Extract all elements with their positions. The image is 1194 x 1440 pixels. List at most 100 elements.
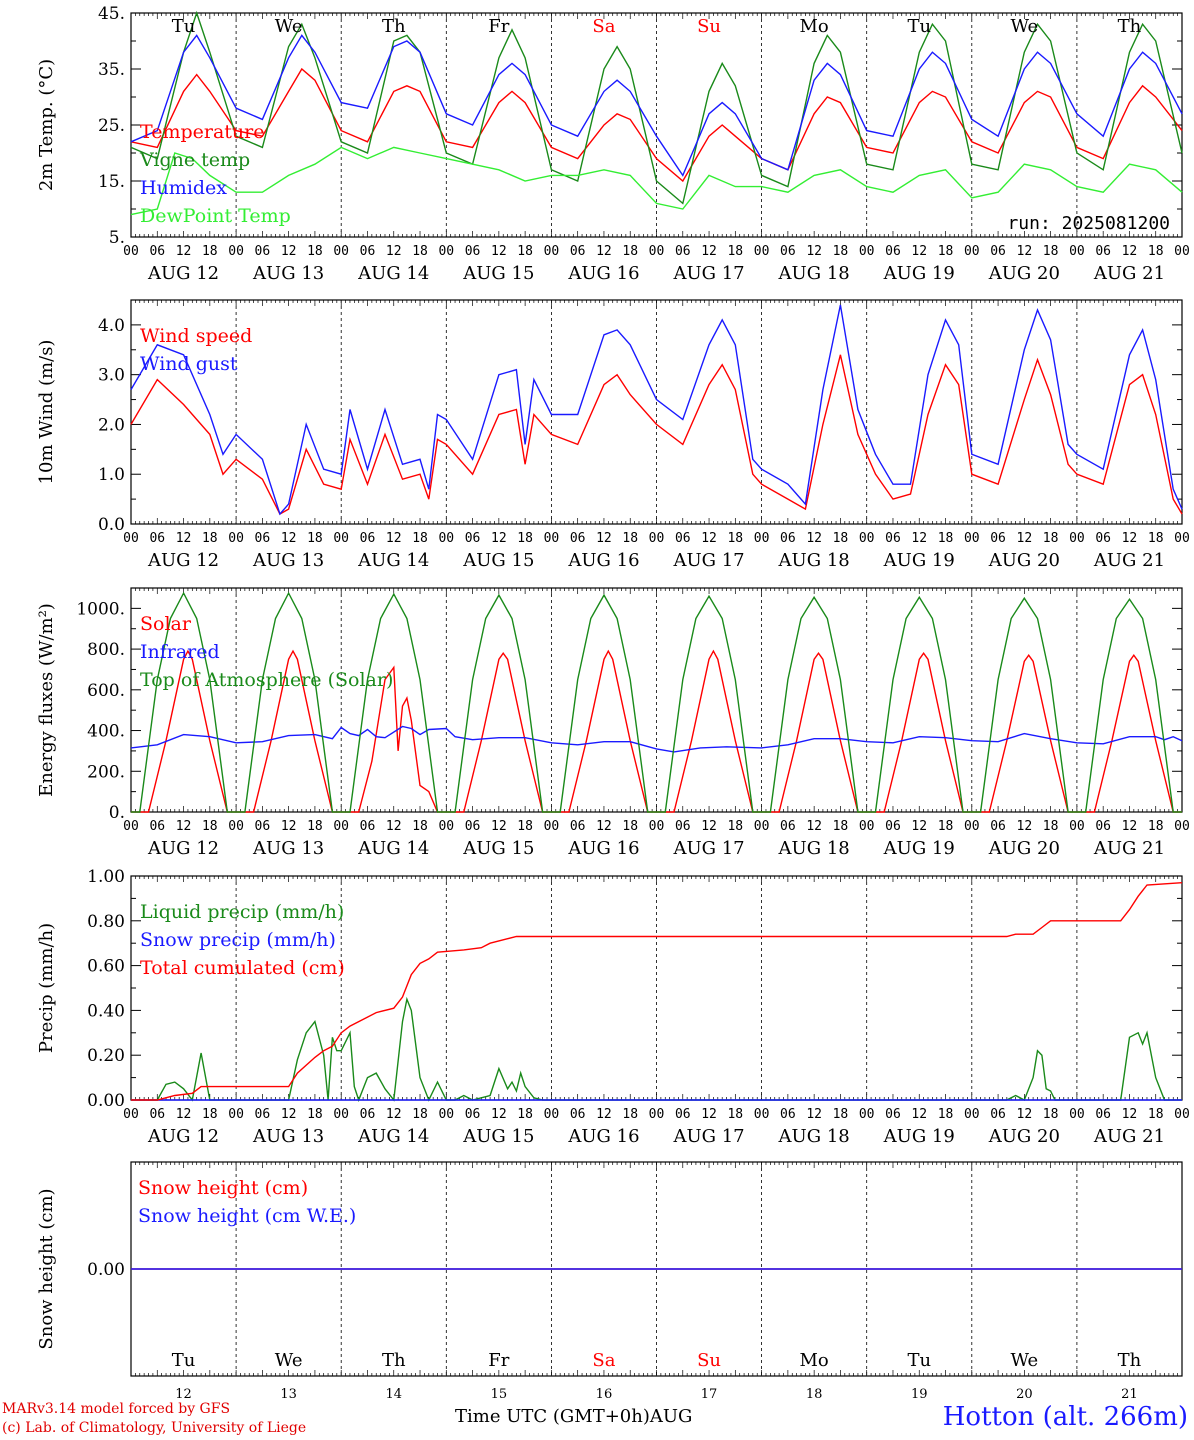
weekday-label: Th	[1118, 1350, 1142, 1371]
y-tick-label: 0.40	[87, 1001, 125, 1021]
weekday-label: Fr	[488, 16, 509, 37]
hour-tick-label: 06	[675, 531, 691, 546]
hour-tick-label: 18	[307, 531, 323, 546]
date-label: AUG 14	[357, 838, 429, 859]
hour-tick-label: 00	[1174, 1107, 1190, 1122]
hour-tick-label: 12	[386, 531, 402, 546]
weekday-label: Th	[1118, 16, 1142, 37]
date-label: AUG 15	[462, 838, 534, 859]
hour-tick-label: 00	[333, 244, 349, 259]
hour-tick-label: 00	[649, 244, 665, 259]
date-number-label: 21	[1121, 1387, 1138, 1402]
y-tick-label: 1000.	[76, 599, 125, 619]
date-label: AUG 17	[672, 838, 744, 859]
series-line-top-of-atmosphere-solar-	[131, 591, 1182, 813]
hour-tick-label: 12	[596, 531, 612, 546]
hour-tick-label: 12	[596, 244, 612, 259]
y-tick-label: 0.00	[87, 1260, 125, 1280]
hour-tick-label: 06	[675, 1107, 691, 1122]
hour-tick-label: 18	[202, 244, 218, 259]
hour-tick-label: 18	[412, 244, 428, 259]
series-line-wind-gust	[130, 304, 1183, 516]
hour-tick-label: 00	[333, 1107, 349, 1122]
hour-tick-label: 12	[806, 531, 822, 546]
hour-tick-label: 06	[465, 531, 481, 546]
hour-tick-label: 06	[990, 1107, 1006, 1122]
series-line-wind-speed	[130, 354, 1183, 515]
date-label: AUG 16	[567, 263, 639, 284]
hour-tick-label: 18	[307, 244, 323, 259]
y-tick-label: 0.20	[87, 1046, 125, 1066]
hour-tick-label: 18	[307, 1107, 323, 1122]
date-label: AUG 15	[462, 550, 534, 571]
hour-tick-label: 18	[833, 244, 849, 259]
hour-tick-label: 12	[281, 819, 297, 834]
hour-tick-label: 18	[1148, 531, 1164, 546]
weekday-label: Sa	[592, 16, 615, 37]
date-label: AUG 19	[883, 1126, 955, 1147]
hour-tick-label: 12	[1122, 819, 1138, 834]
y-tick-label: 35.	[98, 60, 125, 80]
y-axis-label: Energy fluxes (W/m²)	[36, 603, 57, 797]
hour-tick-label: 06	[360, 244, 376, 259]
y-axis-label: 10m Wind (m/s)	[36, 340, 57, 485]
hour-tick-label: 00	[754, 244, 770, 259]
hour-tick-label: 06	[1095, 819, 1111, 834]
run-annotation: run: 2025081200	[1007, 213, 1170, 234]
hour-tick-label: 06	[990, 819, 1006, 834]
hour-tick-label: 06	[990, 531, 1006, 546]
hour-tick-label: 12	[176, 1107, 192, 1122]
hour-tick-label: 18	[833, 1107, 849, 1122]
hour-tick-label: 00	[544, 531, 560, 546]
weekday-label: Th	[382, 16, 406, 37]
hour-tick-label: 12	[701, 819, 717, 834]
hour-tick-label: 00	[754, 1107, 770, 1122]
date-label: AUG 12	[147, 263, 219, 284]
hour-tick-label: 00	[964, 819, 980, 834]
hour-tick-label: 18	[1043, 244, 1059, 259]
date-label: AUG 21	[1093, 550, 1165, 571]
hour-tick-label: 18	[517, 1107, 533, 1122]
hour-tick-label: 12	[281, 531, 297, 546]
hour-tick-label: 06	[149, 1107, 165, 1122]
weekday-label: Tu	[907, 16, 931, 37]
hour-tick-label: 00	[649, 1107, 665, 1122]
legend-entry: Snow height (cm W.E.)	[138, 1205, 356, 1227]
series-line-solar	[131, 649, 1182, 813]
date-label: AUG 14	[357, 550, 429, 571]
hour-tick-label: 12	[911, 244, 927, 259]
panel-2-frame	[130, 299, 1183, 525]
hour-tick-label: 00	[754, 819, 770, 834]
date-label: AUG 21	[1093, 838, 1165, 859]
hour-tick-label: 12	[386, 819, 402, 834]
hour-tick-label: 12	[491, 819, 507, 834]
hour-tick-label: 00	[438, 1107, 454, 1122]
date-label: AUG 16	[567, 838, 639, 859]
hour-tick-label: 06	[360, 531, 376, 546]
hour-tick-label: 06	[149, 819, 165, 834]
hour-tick-label: 00	[228, 244, 244, 259]
hour-tick-label: 00	[438, 244, 454, 259]
hour-tick-label: 18	[938, 531, 954, 546]
hour-tick-label: 00	[649, 819, 665, 834]
series-line-infrared	[130, 725, 1183, 753]
hour-tick-label: 12	[1122, 1107, 1138, 1122]
hour-tick-label: 00	[964, 531, 980, 546]
hour-tick-label: 18	[202, 1107, 218, 1122]
date-label: AUG 19	[883, 550, 955, 571]
hour-tick-label: 00	[228, 819, 244, 834]
hour-tick-label: 06	[465, 1107, 481, 1122]
hour-tick-label: 18	[938, 1107, 954, 1122]
hour-tick-label: 00	[333, 531, 349, 546]
date-number-label: 13	[280, 1387, 297, 1402]
weekday-label: Th	[382, 1350, 406, 1371]
hour-tick-label: 06	[465, 819, 481, 834]
hour-tick-label: 12	[701, 1107, 717, 1122]
hour-tick-label: 12	[1017, 244, 1033, 259]
series-line-temperature	[130, 67, 1183, 183]
panel-3-frame	[130, 587, 1183, 813]
date-label: AUG 19	[883, 838, 955, 859]
hour-tick-label: 00	[1069, 819, 1085, 834]
legend-entry: Liquid precip (mm/h)	[140, 901, 344, 923]
